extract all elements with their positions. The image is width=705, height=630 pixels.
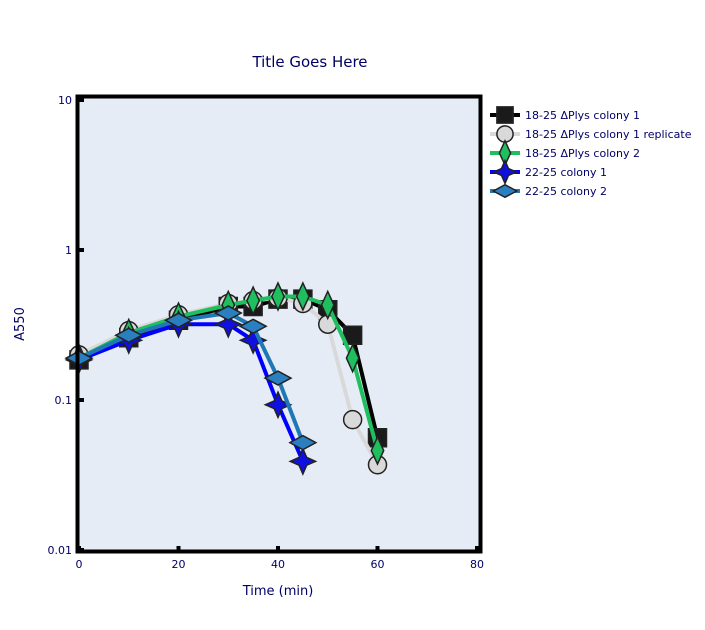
axis-layer: 0 20 40 60 80 0.01 0.1 1 10 — [48, 94, 485, 571]
chart-title: Title Goes Here — [251, 53, 367, 71]
legend-marker — [491, 158, 519, 186]
y-tick-label: 1 — [65, 244, 72, 257]
series-line-3 — [78, 294, 380, 452]
x-tick-label: 80 — [470, 558, 484, 571]
data-point-s5-7 — [288, 434, 318, 451]
data-point-s3-7 — [295, 281, 310, 312]
data-point-s4-4 — [213, 309, 243, 339]
data-point-s3-6 — [270, 281, 286, 312]
x-tick-label: 40 — [271, 558, 285, 571]
data-point-s3-9 — [345, 342, 360, 374]
legend-item-3[interactable]: 18-25 ΔPlys colony 2 — [490, 139, 640, 167]
plot-border — [75, 94, 483, 554]
legend-label: 18-25 ΔPlys colony 1 — [525, 109, 640, 122]
legend-label: 22-25 colony 1 — [525, 166, 607, 179]
data-point-s5-2 — [114, 327, 144, 344]
y-axis-title: A550 — [13, 307, 28, 341]
legend-item-5[interactable]: 22-25 colony 2 — [490, 183, 607, 199]
legend-marker — [496, 106, 514, 124]
x-axis-title: Time (min) — [242, 584, 314, 599]
x-tick-label: 0 — [76, 558, 83, 571]
data-point-s3-10 — [370, 435, 385, 466]
data-point-s4-7 — [288, 446, 318, 476]
data-point-s5-3 — [163, 312, 194, 329]
legend-item-4[interactable]: 22-25 colony 1 — [490, 158, 607, 186]
legend-item-1[interactable]: 18-25 ΔPlys colony 1 — [490, 106, 640, 124]
legend-marker — [491, 183, 519, 199]
data-point-s4-6 — [263, 390, 293, 420]
y-tick-label: 0.01 — [48, 544, 73, 557]
x-tick-label: 60 — [371, 558, 385, 571]
plot-area — [79, 98, 480, 550]
data-point-s5-5 — [238, 318, 268, 335]
legend: 18-25 ΔPlys colony 1 18-25 ΔPlys colony 1… — [490, 106, 692, 199]
series-5 — [64, 305, 318, 451]
y-tick-label: 0.1 — [55, 394, 73, 407]
legend-label: 22-25 colony 2 — [525, 185, 607, 198]
data-point-s2-9 — [342, 409, 363, 430]
data-point-s5-4 — [213, 305, 243, 321]
y-tick-label: 10 — [58, 94, 72, 107]
legend-label: 18-25 ΔPlys colony 2 — [525, 147, 640, 160]
x-tick-label: 20 — [172, 558, 186, 571]
data-point-s3-8 — [320, 289, 335, 321]
data-point-s5-6 — [263, 370, 293, 386]
data-point-s3-5 — [246, 285, 261, 316]
legend-label: 18-25 ΔPlys colony 1 replicate — [525, 128, 692, 141]
legend-item-2[interactable]: 18-25 ΔPlys colony 1 replicate — [490, 125, 692, 143]
